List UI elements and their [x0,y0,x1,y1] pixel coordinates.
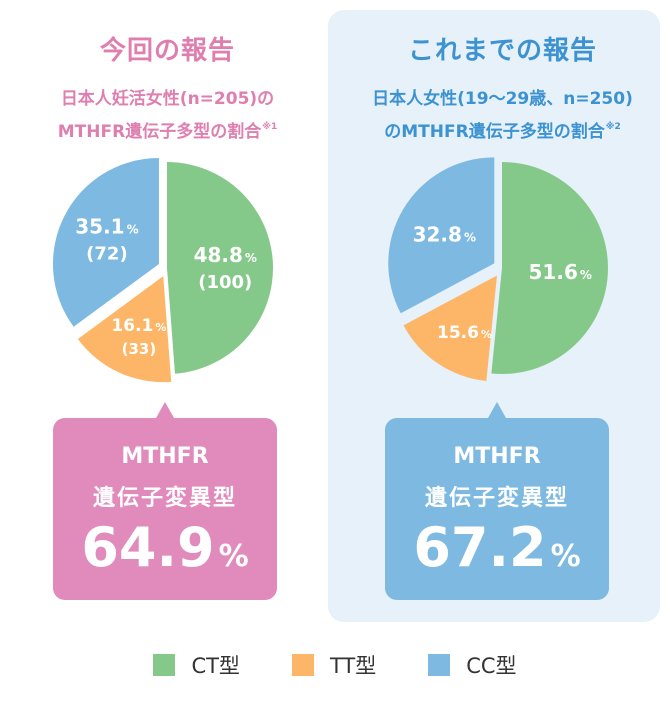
slice-percent-sign: % [155,321,166,334]
pie-chart-current: 48.8 % (100) 16.1 % (33) 35.1 % (72) [52,157,273,383]
slice-count-label-cc: (72) [86,244,128,265]
callout-variant-label: 遺伝子変異型 [424,486,569,511]
panel-title: 今回の報告 [99,36,235,66]
pie-slice-cc [52,157,159,327]
variant-callout-current: MTHFR 遺伝子変異型 64.9% [53,402,277,600]
slice-value-label-cc: 32.8% [413,222,476,246]
panel-subtitle-line2: MTHFR遺伝子多型の割合 [57,122,262,142]
slice-value: 51.6 [529,260,578,284]
callout-value: 67.2 [413,516,547,579]
slice-count-label-tt: (33) [122,340,157,358]
callout-value: 64.9 [81,516,215,579]
slice-percent-sign: % [580,268,592,282]
slice-percent-sign: % [127,223,139,237]
legend: CT型 TT型 CC型 [0,650,670,680]
legend-item-cc: CC型 [428,650,517,680]
slice-value-label-ct: 51.6% [529,260,592,284]
slice-count-label-ct: (100) [198,272,252,293]
callout-gene-label: MTHFR [453,444,541,469]
slice-value-label-ct: 48.8% [194,243,257,267]
pie-chart-previous: 51.6 %15.6 %32.8% [388,157,609,381]
panel-subtitle-line1: 日本人女性(19〜29歳、n=250) [372,89,633,109]
legend-label-cc: CC型 [466,654,517,678]
slice-value: 16.1 [111,316,153,336]
legend-item-tt: TT型 [291,650,377,680]
pie-slice-ct [167,162,273,374]
slice-percent-sign: % [464,230,476,244]
slice-value-label-tt: 16.1% [111,316,166,336]
slice-value-label-tt: 15.6% [437,323,492,343]
callout-unit: % [550,539,581,574]
pie-slice-tt [77,276,172,383]
slice-value: 35.1 [75,215,124,239]
panel-subtitle-line2-wrap: MTHFR遺伝子多型の割合※1 [0,112,335,147]
callout-value-wrap: 64.9% [53,516,277,579]
legend-swatch-ct [153,654,176,676]
legend-swatch-cc [428,654,451,676]
callout-variant-label: 遺伝子変異型 [92,486,237,511]
callout-gene-label: MTHFR [121,444,209,469]
slice-percent-sign: % [481,328,492,341]
footnote-mark: ※2 [605,122,621,132]
slice-value: 15.6 [437,323,479,343]
variant-callout-previous: MTHFR 遺伝子変異型 67.2% [385,402,609,600]
panel-title: これまでの報告 [407,36,597,66]
slice-value-label-cc: 35.1% [75,215,138,239]
footnote-mark: ※1 [262,122,278,132]
slice-value: 32.8 [413,222,462,246]
pie-slice-tt [403,275,497,381]
panel-subtitle-line2: のMTHFR遺伝子多型の割合 [384,122,605,142]
panel-subtitle-line2-wrap: のMTHFR遺伝子多型の割合※2 [335,112,670,147]
callout-value-wrap: 67.2% [385,516,609,579]
legend-label-tt: TT型 [329,654,377,678]
callout-unit: % [218,539,249,574]
slice-percent-sign: % [245,251,257,265]
pie-slice-cc [388,157,495,314]
panel-subtitle-line1: 日本人妊活女性(n=205)の [60,89,275,109]
legend-item-ct: CT型 [153,650,240,680]
legend-swatch-tt [291,654,314,676]
pie-slice-ct [491,162,609,374]
slice-value: 48.8 [194,243,243,267]
legend-label-ct: CT型 [191,654,240,678]
